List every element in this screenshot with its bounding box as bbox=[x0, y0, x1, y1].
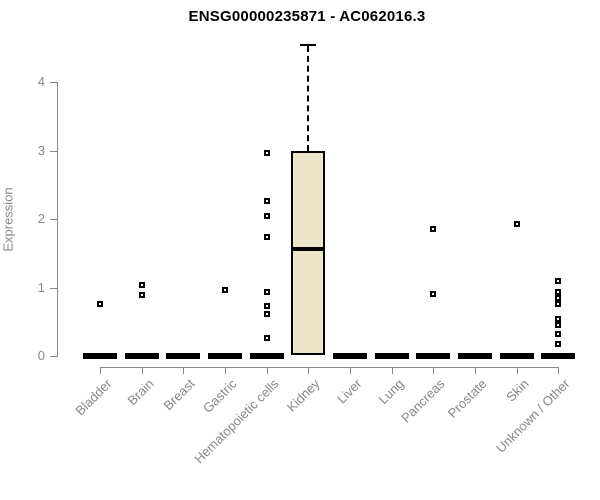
y-tick-label: 4 bbox=[37, 74, 45, 89]
y-axis-tick bbox=[50, 288, 57, 289]
collapsed-box bbox=[83, 353, 117, 359]
outlier-point bbox=[264, 335, 270, 341]
outlier-point bbox=[555, 331, 561, 337]
collapsed-box bbox=[166, 353, 200, 359]
outlier-point bbox=[264, 150, 270, 156]
collapsed-box bbox=[500, 353, 534, 359]
outlier-point bbox=[514, 221, 520, 227]
box bbox=[291, 151, 325, 355]
outlier-point bbox=[264, 234, 270, 240]
x-axis-tick bbox=[433, 367, 434, 374]
x-axis-tick bbox=[558, 367, 559, 374]
x-axis-tick bbox=[142, 367, 143, 374]
whisker-line bbox=[307, 46, 309, 151]
outlier-point bbox=[139, 292, 145, 298]
x-axis-tick bbox=[475, 367, 476, 374]
x-axis-tick bbox=[267, 367, 268, 374]
collapsed-box bbox=[541, 353, 575, 359]
x-axis-tick bbox=[183, 367, 184, 374]
y-axis-tick bbox=[50, 219, 57, 220]
collapsed-box bbox=[458, 353, 492, 359]
outlier-point bbox=[555, 289, 561, 295]
x-axis-tick bbox=[517, 367, 518, 374]
y-tick-label: 2 bbox=[37, 211, 45, 226]
x-axis-tick bbox=[225, 367, 226, 374]
outlier-point bbox=[555, 301, 561, 307]
outlier-point bbox=[430, 291, 436, 297]
collapsed-box bbox=[208, 353, 242, 359]
collapsed-box bbox=[416, 353, 450, 359]
y-axis-label: Expression bbox=[0, 187, 16, 252]
outlier-point bbox=[555, 322, 561, 328]
collapsed-box bbox=[375, 353, 409, 359]
y-axis-tick bbox=[50, 151, 57, 152]
x-axis-tick bbox=[308, 367, 309, 374]
outlier-point bbox=[555, 278, 561, 284]
outlier-point bbox=[430, 226, 436, 232]
outlier-point bbox=[139, 282, 145, 288]
x-axis-tick bbox=[100, 367, 101, 374]
chart-title: ENSG00000235871 - AC062016.3 bbox=[188, 8, 426, 25]
outlier-point bbox=[555, 341, 561, 347]
outlier-point bbox=[264, 311, 270, 317]
outlier-point bbox=[264, 198, 270, 204]
outlier-point bbox=[264, 303, 270, 309]
outlier-point bbox=[97, 301, 103, 307]
y-axis-line bbox=[57, 82, 58, 357]
x-axis-tick bbox=[350, 367, 351, 374]
outlier-point bbox=[555, 295, 561, 301]
x-axis-tick bbox=[392, 367, 393, 374]
collapsed-box bbox=[250, 353, 284, 359]
collapsed-box bbox=[125, 353, 159, 359]
outlier-point bbox=[264, 213, 270, 219]
outlier-point bbox=[264, 289, 270, 295]
collapsed-box bbox=[333, 353, 367, 359]
outlier-point bbox=[555, 316, 561, 322]
median-line bbox=[291, 247, 325, 251]
y-tick-label: 1 bbox=[37, 280, 45, 295]
x-axis-line bbox=[100, 367, 559, 368]
y-tick-label: 0 bbox=[37, 348, 45, 363]
whisker-cap bbox=[300, 44, 316, 46]
y-axis-tick bbox=[50, 82, 57, 83]
y-tick-label: 3 bbox=[37, 143, 45, 158]
outlier-point bbox=[222, 287, 228, 293]
y-axis-tick bbox=[50, 356, 57, 357]
